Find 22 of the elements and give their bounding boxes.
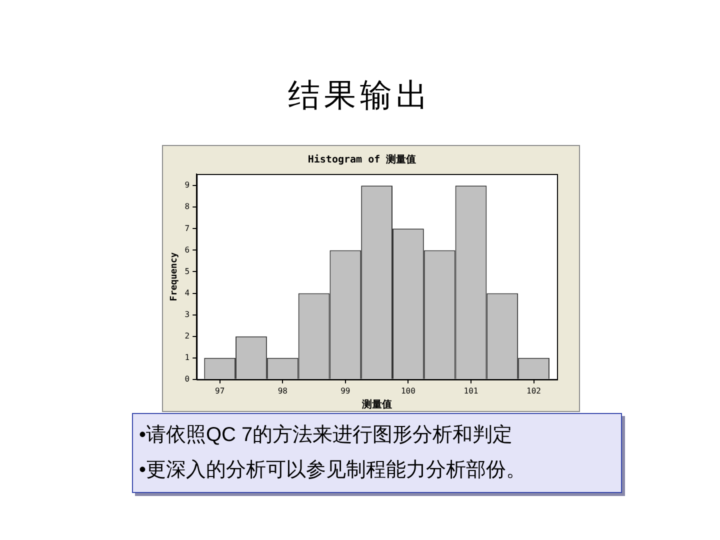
x-tick-label: 101: [464, 386, 478, 396]
y-tick-label: 6: [184, 245, 190, 254]
y-axis-title: Frequency: [170, 252, 180, 302]
x-tick-label: 99: [340, 386, 350, 396]
x-tick-label: 100: [400, 386, 416, 396]
y-tick-label: 0: [184, 374, 190, 384]
y-tick-label: 5: [184, 266, 190, 276]
y-tick-label: 4: [184, 288, 190, 298]
x-tick-label: 97: [215, 386, 225, 396]
y-tick-label: 1: [184, 352, 190, 362]
y-tick-label: 3: [184, 310, 190, 319]
chart-title: 结果输出: [287, 75, 433, 116]
y-tick-label: 2: [184, 331, 190, 340]
y-tick-label: 8: [184, 202, 190, 212]
text: •更深入的分析可以参见制程能力分析部份。: [139, 458, 528, 483]
chart-subtitle: Histogram of 测量值: [308, 154, 416, 166]
y-tick-label: 7: [184, 224, 190, 233]
text: •请依照QC 7的方法来进行图形分析和判定: [139, 423, 514, 448]
x-tick-label: 102: [526, 386, 542, 396]
x-tick-label: 98: [278, 386, 288, 396]
x-axis-title: 测量值: [360, 398, 392, 411]
y-tick-label: 9: [184, 180, 190, 190]
